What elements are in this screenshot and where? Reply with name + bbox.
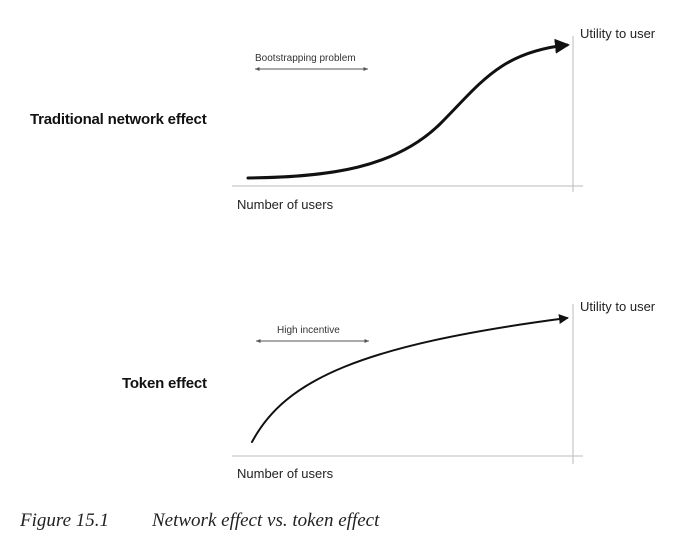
bootstrapping-problem-label: Bootstrapping problem <box>255 53 356 64</box>
token-effect-title: Token effect <box>122 375 207 392</box>
figure-caption-text: Network effect vs. token effect <box>152 510 380 531</box>
traditional-network-effect-panel <box>232 36 583 192</box>
high-incentive-label: High incentive <box>277 325 340 336</box>
token-growth-curve <box>251 314 569 443</box>
token-x-axis-label: Number of users <box>237 466 334 481</box>
traditional-x-axis-label: Number of users <box>237 197 334 212</box>
token-effect-panel <box>232 304 583 464</box>
figure-caption-number: Figure 15.1 <box>20 510 110 531</box>
token-y-axis-label: Utility to user <box>580 299 656 314</box>
traditional-network-effect-title: Traditional network effect <box>30 111 207 128</box>
traditional-growth-curve <box>246 38 570 180</box>
traditional-y-axis-label: Utility to user <box>580 26 656 41</box>
